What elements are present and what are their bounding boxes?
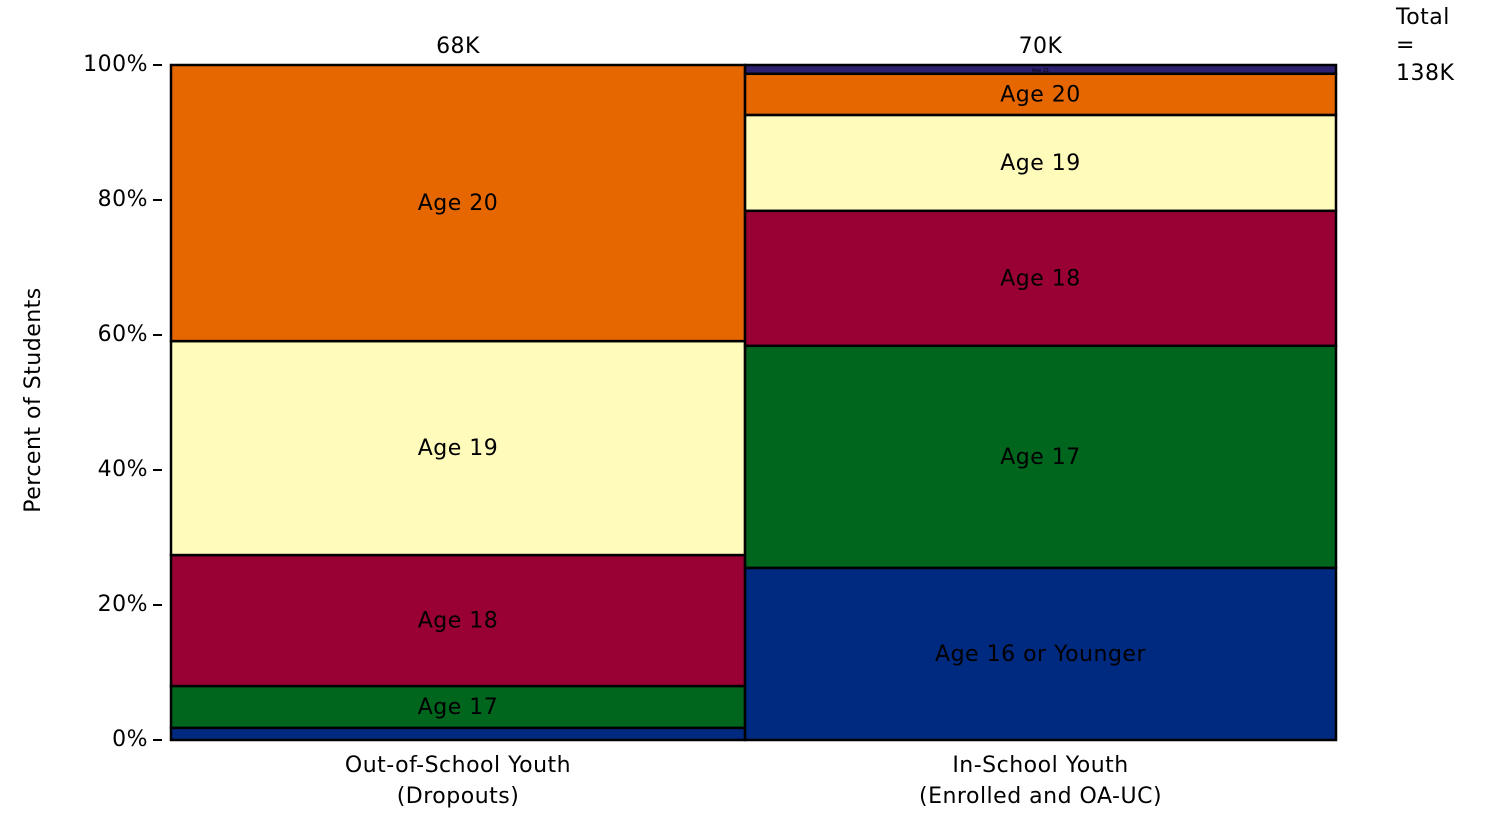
segment-label: Age 21: [1032, 68, 1050, 74]
segment: [743, 113, 1338, 213]
segment-label: Age 20: [1000, 82, 1081, 107]
segment-label: Age 18: [1000, 266, 1081, 291]
x-tick-label: Out-of-School Youth (Dropouts): [344, 753, 572, 809]
column-total-label: 68K: [436, 34, 480, 59]
y-tick-label: 40%: [98, 457, 148, 482]
segment: [743, 209, 1338, 348]
segment: [743, 63, 1338, 76]
segment: [743, 566, 1338, 742]
y-tick-label: 100%: [83, 52, 148, 77]
column-total-label: 70K: [1019, 34, 1063, 59]
segment-label: Age 17: [418, 695, 499, 720]
total-annotation: Total = 138K: [1396, 5, 1455, 86]
segment-label: Age 19: [1000, 151, 1081, 176]
segment: [169, 63, 747, 343]
segment: [169, 339, 747, 557]
segment: [743, 344, 1338, 570]
y-axis-label: Percent of Students: [21, 287, 46, 513]
segment-label: Age 17: [1000, 445, 1081, 470]
y-tick-label: 20%: [98, 592, 148, 617]
y-tick-label: 60%: [98, 322, 148, 347]
segment: [169, 726, 747, 742]
segment-label: Age 16 or Younger: [935, 642, 1146, 667]
segment-label: Age 18: [418, 609, 499, 634]
y-tick-label: 0%: [112, 727, 148, 752]
segment-label: Age 19: [418, 436, 499, 461]
y-tick-label: 80%: [98, 187, 148, 212]
x-tick-label: In-School Youth (Enrolled and OA-UC): [919, 753, 1163, 809]
segment-label: Age 20: [418, 191, 499, 216]
